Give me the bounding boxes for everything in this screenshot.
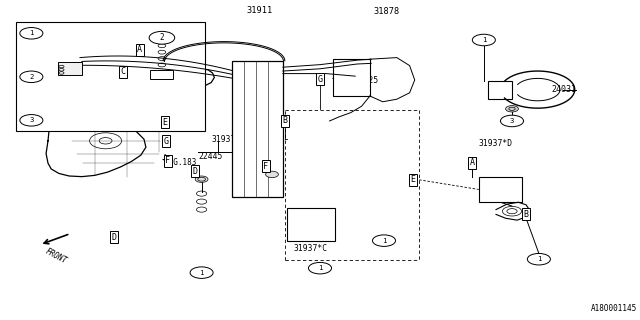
Bar — [58, 62, 82, 75]
Bar — [16, 22, 205, 131]
Circle shape — [20, 71, 43, 83]
Text: 31937*C: 31937*C — [294, 244, 328, 253]
Text: 22445: 22445 — [198, 152, 223, 161]
Text: 1: 1 — [537, 256, 541, 262]
Text: B: B — [282, 116, 287, 125]
Text: G: G — [317, 75, 323, 84]
Text: 2: 2 — [159, 33, 164, 42]
Bar — [287, 208, 335, 241]
Text: ('16MY1509-): ('16MY1509-) — [114, 95, 165, 102]
Circle shape — [149, 31, 175, 44]
Text: G91325: G91325 — [349, 76, 379, 85]
Text: A: A — [137, 45, 142, 54]
Circle shape — [527, 253, 550, 265]
Circle shape — [20, 115, 43, 126]
Text: C: C — [120, 68, 125, 76]
Text: 31937*D: 31937*D — [479, 139, 513, 148]
Text: G92110: G92110 — [50, 117, 76, 123]
Text: 1: 1 — [382, 238, 386, 244]
Circle shape — [266, 171, 278, 178]
Text: F: F — [165, 156, 170, 165]
Text: 13099: 13099 — [299, 208, 323, 217]
Text: 31937*B: 31937*B — [211, 135, 245, 144]
Circle shape — [195, 176, 208, 182]
Text: 24031: 24031 — [552, 85, 577, 94]
Text: 3: 3 — [29, 117, 33, 123]
Bar — [488, 81, 512, 99]
Text: 1: 1 — [29, 30, 33, 36]
Circle shape — [190, 267, 213, 278]
Text: (-'16MY1509): (-'16MY1509) — [114, 74, 165, 80]
Circle shape — [20, 28, 43, 39]
Text: 0104S*B: 0104S*B — [50, 74, 81, 80]
Text: 1: 1 — [482, 37, 486, 43]
Text: 1: 1 — [318, 265, 322, 271]
Text: B: B — [524, 210, 529, 219]
Text: 2: 2 — [29, 74, 33, 80]
Text: J2088: J2088 — [50, 96, 72, 101]
Circle shape — [308, 262, 332, 274]
Bar — [479, 177, 522, 202]
Circle shape — [500, 115, 524, 127]
Text: D: D — [193, 167, 198, 176]
Text: 1: 1 — [200, 270, 204, 276]
Text: G91327: G91327 — [488, 185, 516, 194]
Text: E: E — [163, 118, 168, 127]
Text: J20602: J20602 — [50, 52, 76, 58]
Text: 0104S*A: 0104S*A — [50, 30, 81, 36]
Circle shape — [506, 106, 518, 112]
Text: ('16MY1509-): ('16MY1509-) — [114, 52, 165, 58]
Text: D: D — [111, 233, 116, 242]
Text: 3: 3 — [510, 118, 514, 124]
Bar — [333, 59, 370, 96]
Text: A: A — [470, 158, 475, 167]
Text: 31911: 31911 — [246, 6, 273, 15]
Bar — [150, 70, 173, 79]
Text: FRONT: FRONT — [44, 247, 68, 266]
Text: F: F — [263, 162, 268, 171]
Circle shape — [372, 235, 396, 246]
Circle shape — [472, 34, 495, 46]
Text: G: G — [164, 137, 169, 146]
Text: 31878: 31878 — [373, 7, 400, 16]
Text: (-'16MY1509): (-'16MY1509) — [114, 30, 165, 36]
Text: FIG.183: FIG.183 — [164, 158, 196, 167]
Text: E: E — [410, 175, 415, 184]
Text: A18O001145: A18O001145 — [591, 304, 637, 313]
Bar — [232, 61, 283, 197]
